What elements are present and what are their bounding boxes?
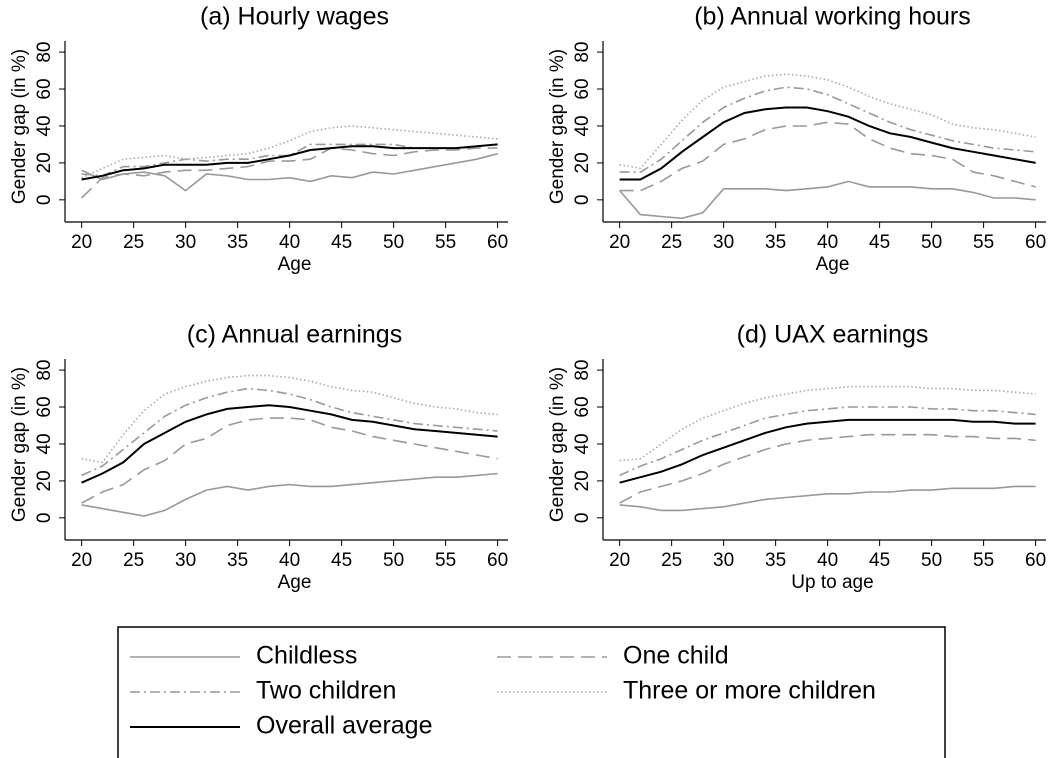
series-line xyxy=(619,121,1036,192)
x-tick-label: 40 xyxy=(817,550,838,571)
x-tick-label: 40 xyxy=(817,232,838,253)
y-tick-label: 0 xyxy=(572,513,593,524)
x-tick-label: 55 xyxy=(435,550,456,571)
y-tick-label: 80 xyxy=(34,360,55,381)
series-line xyxy=(619,406,1036,477)
x-tick-label: 40 xyxy=(279,550,300,571)
series-line xyxy=(81,472,498,517)
y-axis-label: Gender gap (in %) xyxy=(547,49,568,204)
y-tick-label: 40 xyxy=(34,433,55,454)
x-tick-label: 55 xyxy=(973,550,994,571)
series-line xyxy=(619,385,1036,462)
x-axis-label: Age xyxy=(816,254,850,275)
y-tick-label: 20 xyxy=(34,152,55,173)
series-line xyxy=(81,125,498,179)
series-line xyxy=(81,374,498,464)
y-tick-label: 60 xyxy=(572,78,593,99)
series-line xyxy=(619,433,1036,504)
x-tick-label: 50 xyxy=(383,550,404,571)
x-tick-label: 35 xyxy=(227,232,248,253)
x-tick-label: 45 xyxy=(869,550,890,571)
series-line xyxy=(618,180,1036,220)
x-tick-label: 50 xyxy=(921,550,942,571)
legend-box xyxy=(117,626,946,758)
y-axis-label: Gender gap (in %) xyxy=(547,367,568,522)
x-tick-label: 35 xyxy=(765,232,786,253)
legend-label: Childless xyxy=(256,642,357,670)
x-tick-label: 35 xyxy=(765,550,786,571)
y-tick-label: 0 xyxy=(34,513,55,524)
x-tick-label: 25 xyxy=(661,550,682,571)
series-line xyxy=(619,73,1036,170)
legend-label: Three or more children xyxy=(623,677,876,705)
y-tick-label: 20 xyxy=(572,152,593,173)
x-axis-label: Up to age xyxy=(791,572,873,593)
x-tick-label: 20 xyxy=(71,550,92,571)
series-line xyxy=(619,106,1036,181)
y-tick-label: 80 xyxy=(34,42,55,63)
x-tick-label: 35 xyxy=(227,550,248,571)
y-tick-label: 40 xyxy=(572,115,593,136)
y-axis-label: Gender gap (in %) xyxy=(9,367,30,522)
series-line xyxy=(81,143,498,181)
chart-title: (c) Annual earnings xyxy=(187,321,402,349)
legend-label: One child xyxy=(623,642,729,670)
y-tick-label: 60 xyxy=(572,396,593,417)
x-tick-label: 20 xyxy=(71,232,92,253)
x-tick-label: 40 xyxy=(279,232,300,253)
x-tick-label: 60 xyxy=(1025,550,1046,571)
y-axis-label: Gender gap (in %) xyxy=(9,49,30,204)
x-tick-label: 45 xyxy=(331,550,352,571)
x-axis-label: Age xyxy=(278,254,312,275)
series-line xyxy=(81,143,498,177)
x-tick-label: 45 xyxy=(869,232,890,253)
x-tick-label: 60 xyxy=(1025,232,1046,253)
x-tick-label: 25 xyxy=(123,550,144,571)
y-tick-label: 80 xyxy=(572,360,593,381)
x-tick-label: 45 xyxy=(331,232,352,253)
y-tick-label: 0 xyxy=(34,195,55,206)
series-line xyxy=(619,485,1036,512)
x-tick-label: 20 xyxy=(609,232,630,253)
x-tick-label: 30 xyxy=(175,550,196,571)
series-line xyxy=(81,387,498,477)
x-tick-label: 25 xyxy=(661,232,682,253)
x-tick-label: 50 xyxy=(383,232,404,253)
chart-title: (b) Annual working hours xyxy=(694,3,971,31)
chart-title: (d) UAX earnings xyxy=(737,321,929,349)
x-tick-label: 20 xyxy=(609,550,630,571)
y-tick-label: 80 xyxy=(572,42,593,63)
y-tick-label: 40 xyxy=(34,115,55,136)
x-axis-label: Age xyxy=(278,572,312,593)
series-line xyxy=(81,147,498,199)
x-tick-label: 60 xyxy=(487,550,508,571)
series-line xyxy=(619,418,1036,484)
y-tick-label: 0 xyxy=(572,195,593,206)
y-tick-label: 40 xyxy=(572,433,593,454)
x-tick-label: 60 xyxy=(487,232,508,253)
y-tick-label: 60 xyxy=(34,78,55,99)
y-tick-label: 20 xyxy=(34,470,55,491)
y-tick-label: 60 xyxy=(34,396,55,417)
x-tick-label: 50 xyxy=(921,232,942,253)
series-line xyxy=(81,404,498,484)
x-tick-label: 25 xyxy=(123,232,144,253)
x-tick-label: 30 xyxy=(713,232,734,253)
y-tick-label: 20 xyxy=(572,470,593,491)
series-line xyxy=(81,152,498,192)
x-tick-label: 30 xyxy=(175,232,196,253)
x-tick-label: 30 xyxy=(713,550,734,571)
x-tick-label: 55 xyxy=(435,232,456,253)
x-tick-label: 55 xyxy=(973,232,994,253)
legend-label: Two children xyxy=(256,677,396,705)
series-line xyxy=(619,86,1036,173)
chart-title: (a) Hourly wages xyxy=(200,3,389,31)
legend-label: Overall average xyxy=(256,712,432,740)
